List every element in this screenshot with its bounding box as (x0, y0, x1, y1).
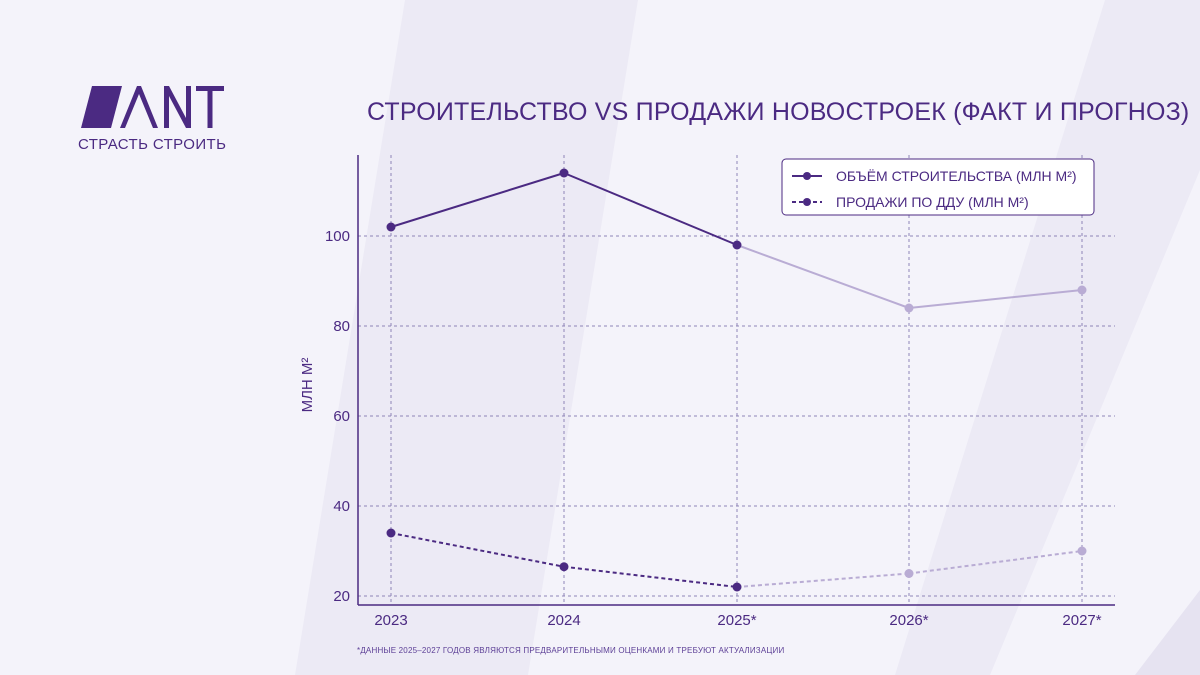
series-2-point (386, 528, 396, 538)
series-1-segment (563, 172, 738, 246)
series-1-segment (908, 289, 1083, 309)
y-tick-label: 60 (333, 408, 350, 425)
logo-parallelogram (81, 86, 122, 128)
x-tick-label: 2025* (717, 612, 756, 629)
brand-tagline: СТРАСТЬ СТРОИТЬ (78, 136, 227, 153)
series-1-point (559, 168, 569, 178)
series-2-point (1077, 546, 1087, 556)
logo-letter-t (196, 86, 224, 128)
series-1-segment (390, 172, 565, 228)
y-tick-label: 20 (333, 588, 350, 605)
series-2-point (732, 582, 742, 592)
y-tick-label: 80 (333, 318, 350, 335)
series-1-point (386, 222, 396, 232)
brand-logo (78, 82, 228, 130)
series-1-segment (736, 244, 910, 309)
line-chart: 20 40 60 80 100 2023 2024 2025* 2026* 2027* МЛН М²… (299, 155, 1115, 629)
series-1-point (732, 240, 742, 250)
series-1-point (904, 303, 914, 313)
x-tick-label: 2023 (374, 612, 407, 629)
x-tick-label: 2026* (889, 612, 928, 629)
y-axis-label: МЛН М² (299, 358, 316, 413)
legend-entry-label: ОБЪЁМ СТРОИТЕЛЬСТВА (МЛН М²) (836, 168, 1077, 184)
series-2-segment (736, 572, 910, 588)
series-2-point (904, 569, 914, 578)
series-2-point (559, 562, 569, 572)
chart-footnote: *ДАННЫЕ 2025–2027 ГОДОВ ЯВЛЯЮТСЯ ПРЕДВАР… (357, 646, 785, 655)
y-tick-label: 40 (333, 498, 350, 515)
series-2-segment (563, 565, 738, 588)
logo-delta (120, 86, 158, 128)
legend-entry-label: ПРОДАЖИ ПО ДДУ (МЛН М²) (836, 194, 1029, 210)
x-tick-label: 2024 (547, 612, 580, 629)
legend-swatch-marker (803, 172, 811, 180)
background-corner (1135, 590, 1200, 675)
chart-legend: ОБЪЁМ СТРОИТЕЛЬСТВА (МЛН М²) ПРОДАЖИ ПО Д… (781, 158, 1095, 216)
series-1-point (1077, 285, 1087, 295)
x-tick-label: 2027* (1062, 612, 1101, 629)
legend-box (781, 158, 1095, 216)
legend-swatch-marker (803, 198, 811, 206)
series-2-segment (908, 550, 1083, 575)
chart-title: СТРОИТЕЛЬСТВО VS ПРОДАЖИ НОВОСТРОЕК (ФАК… (367, 98, 1190, 126)
y-tick-label: 100 (325, 228, 350, 245)
series-2-segment (390, 532, 565, 568)
logo-letter-n (164, 86, 191, 128)
